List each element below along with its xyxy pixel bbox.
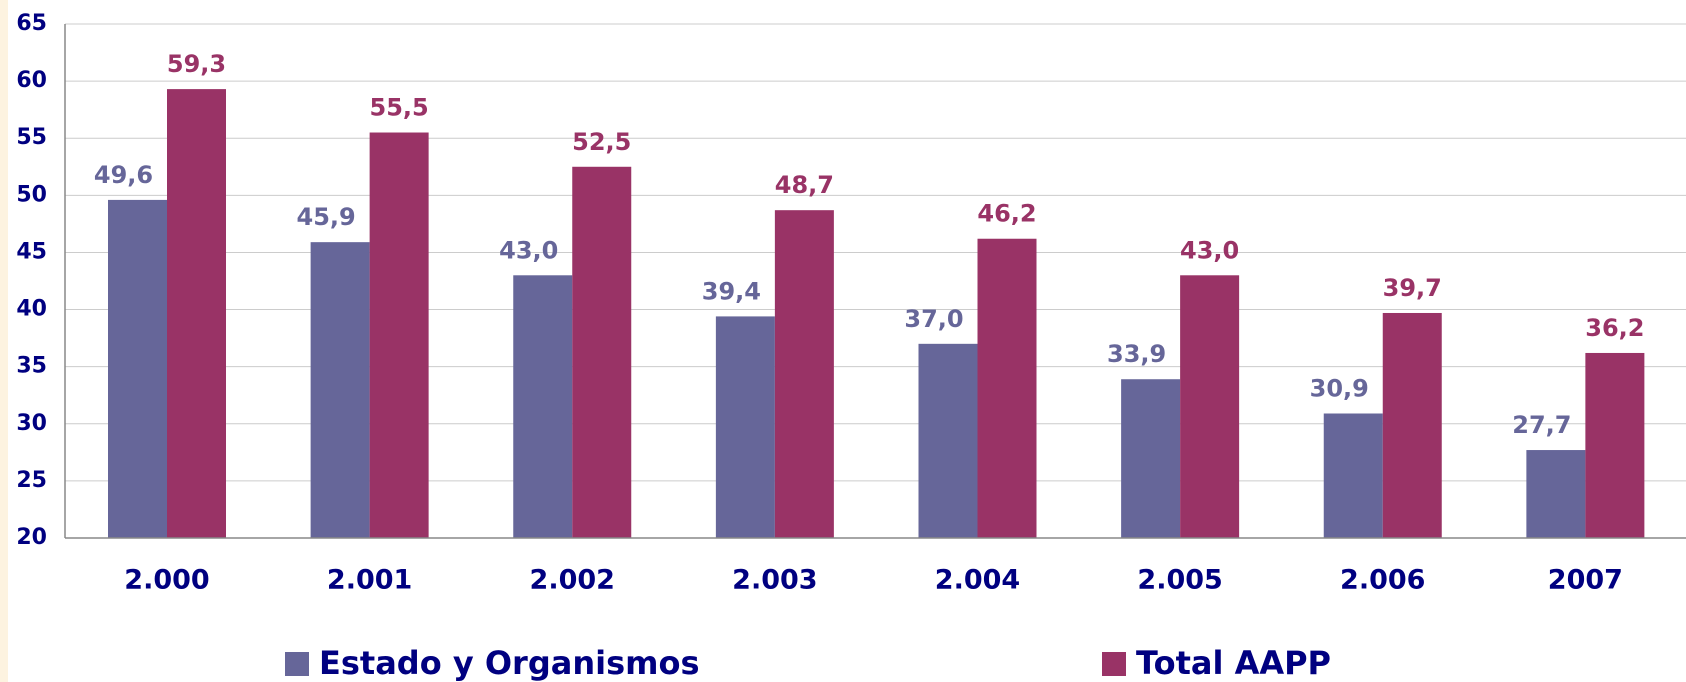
y-tick-label: 35 — [16, 354, 47, 379]
value-label: 52,5 — [572, 128, 631, 156]
value-label: 43,0 — [1180, 236, 1239, 264]
value-label: 45,9 — [297, 203, 356, 231]
value-label: 33,9 — [1107, 340, 1166, 368]
x-tick-label: 2.003 — [732, 565, 817, 596]
bar — [310, 242, 370, 539]
x-tick-label: 2.005 — [1137, 565, 1222, 596]
bar — [572, 166, 632, 538]
value-label: 46,2 — [977, 200, 1036, 228]
value-label: 27,7 — [1512, 411, 1571, 439]
bar — [1585, 352, 1645, 538]
bar — [108, 199, 167, 538]
bar — [369, 132, 429, 538]
value-label: 59,3 — [167, 50, 226, 78]
bar — [918, 343, 978, 538]
bar — [1180, 275, 1240, 538]
bar — [513, 275, 573, 538]
y-tick-label: 25 — [16, 468, 47, 493]
x-tick-label: 2.001 — [327, 565, 412, 596]
y-tick-label: 55 — [16, 125, 47, 150]
y-tick-label: 20 — [16, 525, 47, 550]
x-tick-label: 2.004 — [935, 565, 1020, 596]
y-tick-label: 65 — [16, 11, 47, 36]
legend-swatch — [285, 652, 309, 676]
y-tick-label: 30 — [16, 411, 47, 436]
x-tick-label: 2.002 — [530, 565, 615, 596]
bar — [977, 238, 1037, 538]
value-label: 49,6 — [94, 161, 153, 189]
x-tick-label: 2007 — [1548, 565, 1623, 596]
value-label: 36,2 — [1585, 314, 1644, 342]
x-tick-label: 2.000 — [124, 565, 209, 596]
y-tick-label: 50 — [16, 182, 47, 207]
bar — [1323, 413, 1383, 538]
bar — [1121, 379, 1181, 538]
value-label: 55,5 — [370, 94, 429, 122]
value-label: 43,0 — [499, 236, 558, 264]
bar — [1526, 450, 1586, 538]
bar — [715, 316, 775, 538]
edge-stripe — [0, 0, 8, 682]
value-label: 30,9 — [1310, 374, 1369, 402]
legend-label: Total AAPP — [1136, 644, 1331, 682]
y-tick-label: 40 — [16, 297, 47, 322]
legend-label: Estado y Organismos — [319, 644, 699, 682]
value-label: 39,7 — [1383, 274, 1442, 302]
y-tick-label: 45 — [16, 239, 47, 264]
x-tick-label: 2.006 — [1340, 565, 1425, 596]
legend-swatch — [1102, 652, 1126, 676]
value-label: 39,4 — [702, 277, 761, 305]
bar — [167, 89, 226, 539]
value-label: 37,0 — [904, 305, 963, 333]
value-label: 48,7 — [775, 171, 834, 199]
y-tick-label: 60 — [16, 68, 47, 93]
bar — [1382, 312, 1442, 538]
bar — [774, 210, 834, 538]
